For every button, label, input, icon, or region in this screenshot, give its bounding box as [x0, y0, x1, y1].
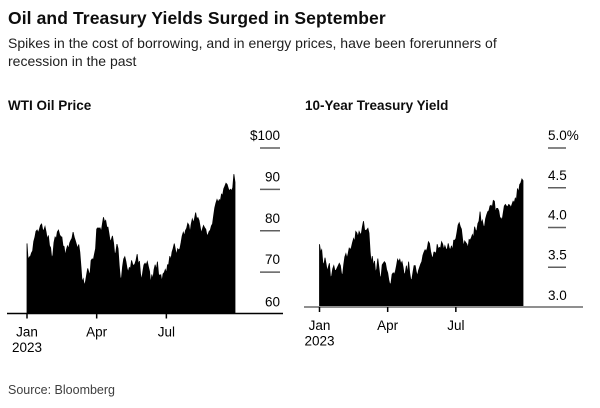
- y-tick-label: 3.5: [548, 247, 567, 262]
- x-tick-label: Apr: [377, 318, 399, 333]
- source-label: Source: Bloomberg: [8, 383, 116, 397]
- x-tick-label: Jan: [309, 318, 331, 333]
- area-series: [319, 178, 524, 308]
- x-tick-label: Jul: [447, 318, 464, 333]
- x-tick-year-label: 2023: [12, 340, 42, 355]
- subtitle-line-2: recession in the past: [8, 53, 137, 69]
- page-title: Oil and Treasury Yields Surged in Septem…: [8, 8, 386, 28]
- y-tick-label: 4.0: [548, 208, 567, 223]
- area-series: [26, 174, 236, 314]
- y-tick-label: 80: [265, 211, 280, 226]
- y-tick-label: 4.5: [548, 168, 567, 183]
- y-tick-label: 70: [265, 252, 280, 267]
- y-tick-label: 3.0: [548, 288, 567, 303]
- y-tick-label: 90: [265, 169, 280, 184]
- x-tick-label: Jan: [16, 325, 38, 340]
- subtitle-line-1: Spikes in the cost of borrowing, and in …: [8, 35, 497, 51]
- y-tick-label: $100: [250, 128, 280, 143]
- chart-title-wti-oil-price: WTI Oil Price: [8, 98, 92, 113]
- x-tick-label: Apr: [86, 325, 108, 340]
- chart-title-10-year-treasury-yield: 10-Year Treasury Yield: [305, 98, 449, 113]
- x-tick-year-label: 2023: [304, 334, 334, 349]
- y-tick-label: 60: [265, 295, 280, 310]
- y-tick-label: 5.0%: [548, 128, 579, 143]
- x-tick-label: Jul: [158, 325, 175, 340]
